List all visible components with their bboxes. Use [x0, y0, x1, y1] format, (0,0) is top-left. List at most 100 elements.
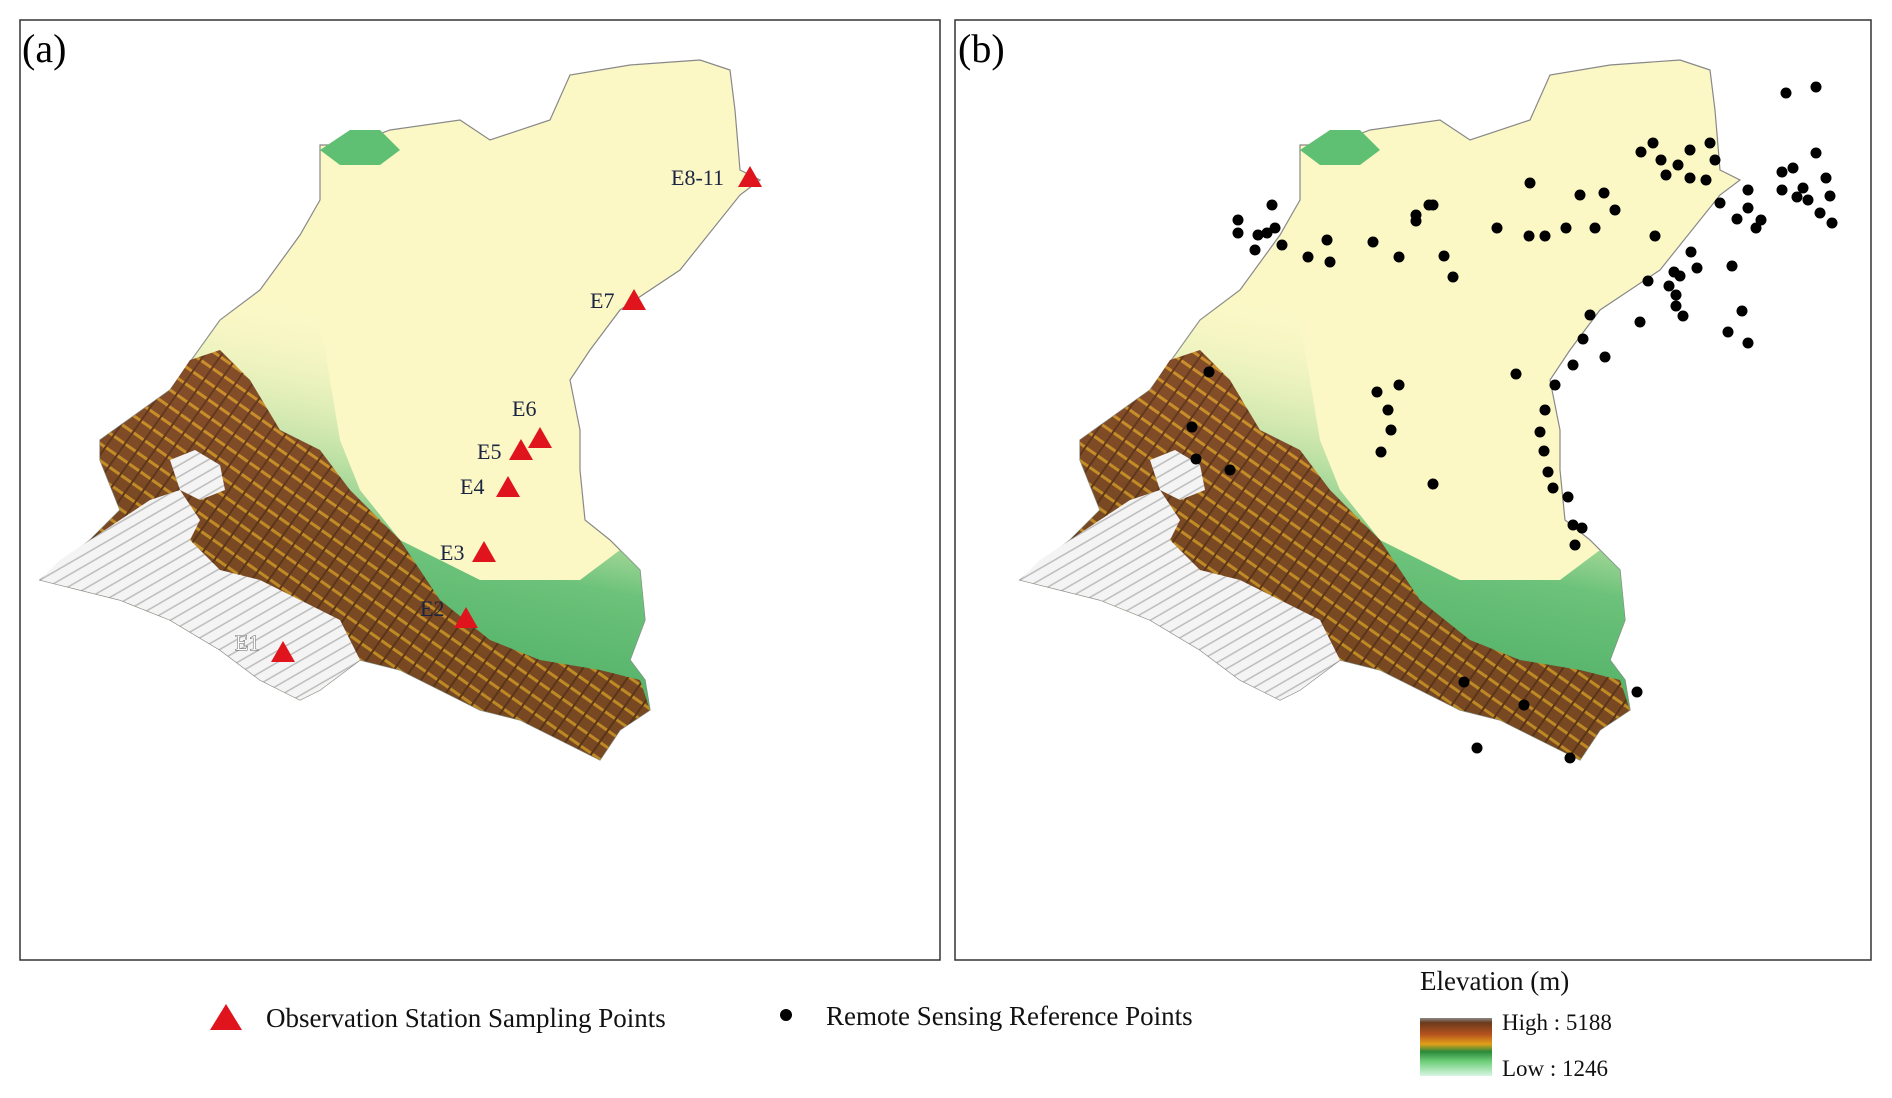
reference-point — [1564, 752, 1576, 764]
reference-point — [1367, 236, 1379, 248]
reference-point — [1824, 190, 1836, 202]
reference-point — [1269, 222, 1281, 234]
reference-point — [1375, 446, 1387, 458]
station-label-e2: E2 — [420, 596, 444, 621]
reference-point — [1709, 154, 1721, 166]
reference-point — [1393, 251, 1405, 263]
legend-reference-label: Remote Sensing Reference Points — [826, 1001, 1193, 1031]
reference-point — [1447, 271, 1459, 283]
reference-point — [1776, 166, 1788, 178]
reference-point — [1576, 522, 1588, 534]
reference-point — [1598, 187, 1610, 199]
reference-point — [1203, 366, 1215, 378]
elevation-ramp — [1420, 1018, 1492, 1076]
elevation-high-label: High : 5188 — [1502, 1010, 1612, 1035]
reference-point — [1524, 177, 1536, 189]
panel-b: (b) — [954, 19, 1872, 961]
reference-point — [1684, 144, 1696, 156]
station-marker-e6 — [528, 427, 552, 448]
reference-point — [1802, 194, 1814, 206]
reference-point — [1649, 230, 1661, 242]
reference-point — [1261, 227, 1273, 239]
reference-point — [1249, 244, 1261, 256]
reference-point — [1787, 162, 1799, 174]
reference-point — [1523, 230, 1535, 242]
reference-point — [1232, 214, 1244, 226]
station-label-e1: E1 — [235, 630, 259, 655]
reference-point — [1642, 275, 1654, 287]
reference-points — [1186, 81, 1838, 764]
station-label-e5: E5 — [477, 439, 501, 464]
panel-b-label: (b) — [958, 26, 1005, 71]
reference-point — [1252, 229, 1264, 241]
reference-point — [1549, 379, 1561, 391]
reference-point — [1232, 227, 1244, 239]
reference-point — [1742, 202, 1754, 214]
reference-point — [1684, 172, 1696, 184]
reference-point — [1731, 213, 1743, 225]
reference-point — [1382, 404, 1394, 416]
reference-point — [1302, 251, 1314, 263]
reference-point — [1780, 87, 1792, 99]
reference-point — [1797, 182, 1809, 194]
station-label-e6: E6 — [512, 396, 536, 421]
station-label-e4: E4 — [460, 474, 484, 499]
reference-point — [1560, 222, 1572, 234]
legend-station-symbol — [210, 1004, 242, 1030]
reference-point — [1518, 699, 1530, 711]
reference-point — [1427, 478, 1439, 490]
reference-point — [1276, 239, 1288, 251]
reference-point — [1609, 204, 1621, 216]
reference-point — [1791, 191, 1803, 203]
reference-point — [1714, 197, 1726, 209]
station-marker-e3 — [472, 541, 496, 562]
reference-point — [1742, 184, 1754, 196]
panel-a-label: (a) — [22, 26, 66, 71]
reference-point — [1677, 310, 1689, 322]
elevation-low-label: Low : 1246 — [1502, 1056, 1608, 1081]
reference-point — [1393, 379, 1405, 391]
reference-point — [1491, 222, 1503, 234]
reference-point — [1539, 230, 1551, 242]
legend: Observation Station Sampling Points Remo… — [210, 966, 1612, 1081]
reference-point — [1647, 137, 1659, 149]
reference-point — [1655, 154, 1667, 166]
reference-point — [1631, 686, 1643, 698]
reference-point — [1410, 215, 1422, 227]
reference-point — [1577, 333, 1589, 345]
station-markers: E1 E2 E3 E4 E5 E6 E7 E8-11 — [235, 165, 762, 662]
reference-point — [1755, 214, 1767, 226]
reference-point — [1186, 421, 1198, 433]
station-label-e8-11: E8-11 — [671, 165, 724, 190]
reference-point — [1685, 246, 1697, 258]
reference-point — [1321, 234, 1333, 246]
reference-point — [1814, 207, 1826, 219]
reference-point — [1700, 174, 1712, 186]
reference-point — [1471, 742, 1483, 754]
reference-point — [1190, 453, 1202, 465]
reference-point — [1670, 289, 1682, 301]
reference-point — [1810, 147, 1822, 159]
reference-point — [1224, 464, 1236, 476]
reference-point — [1423, 199, 1435, 211]
reference-point — [1458, 676, 1470, 688]
station-marker-e1 — [271, 641, 295, 662]
station-marker-e7 — [622, 289, 646, 310]
reference-point — [1722, 326, 1734, 338]
reference-point — [1510, 368, 1522, 380]
reference-point — [1726, 260, 1738, 272]
reference-point — [1547, 482, 1559, 494]
reference-point — [1266, 199, 1278, 211]
reference-point — [1538, 445, 1550, 457]
reference-point — [1826, 217, 1838, 229]
reference-point — [1750, 222, 1762, 234]
reference-point — [1634, 316, 1646, 328]
reference-point — [1542, 466, 1554, 478]
reference-point — [1371, 386, 1383, 398]
station-marker-e2 — [454, 607, 478, 628]
reference-point — [1599, 351, 1611, 363]
station-label-e3: E3 — [440, 540, 464, 565]
reference-point — [1567, 519, 1579, 531]
reference-point — [1534, 426, 1546, 438]
